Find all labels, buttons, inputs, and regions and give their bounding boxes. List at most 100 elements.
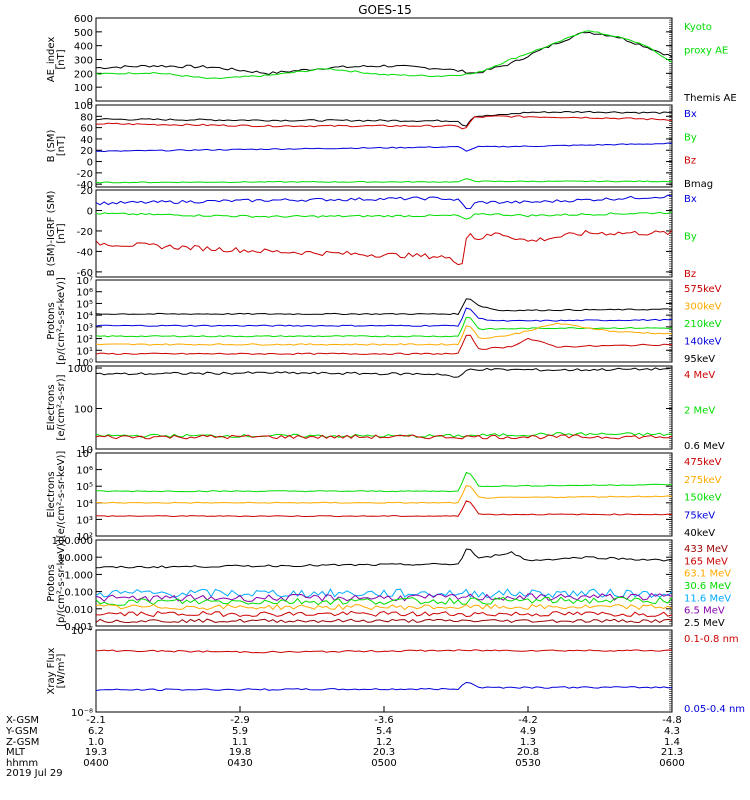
panel-frame bbox=[95, 629, 673, 713]
y-tick-label: 10⁷ bbox=[76, 276, 93, 287]
legend-entry: 475keV bbox=[684, 457, 722, 468]
x-row-label: 2019 Jul 29 bbox=[6, 768, 63, 779]
y-axis-label: Xray Flux bbox=[46, 647, 57, 694]
x-tick-value: 1.4 bbox=[664, 737, 680, 748]
series-433-mev bbox=[95, 618, 673, 624]
panel-frame bbox=[95, 452, 673, 537]
legend-entry: 4 MeV bbox=[684, 370, 715, 381]
legend-entry: Kyoto bbox=[684, 22, 712, 33]
series-165-mev bbox=[95, 610, 673, 618]
y-tick-label: 0 bbox=[87, 206, 93, 217]
y-tick-label: 100 bbox=[74, 83, 93, 94]
x-row-label: Y-GSM bbox=[5, 726, 38, 737]
y-tick-label: 10³ bbox=[76, 323, 93, 334]
legend-entry: 433 MeV bbox=[684, 544, 728, 555]
x-tick-value: 0430 bbox=[227, 758, 252, 769]
x-row-label: X-GSM bbox=[6, 715, 39, 726]
y-tick-label: 80 bbox=[80, 112, 93, 123]
panel-frame bbox=[95, 17, 673, 102]
legend-entry: 30.6 MeV bbox=[684, 581, 731, 592]
panel-xray: 10⁻⁸ 10⁻⁷ Xray Flux [W/m²] 0.1-0.8 nm 0.05-0.… bbox=[46, 626, 745, 719]
series-bx bbox=[95, 194, 673, 210]
series-11-6-mev bbox=[95, 588, 673, 599]
legend-entry: 63.1 MeV bbox=[684, 569, 731, 580]
x-tick-value: -2.9 bbox=[230, 715, 250, 726]
series-kyoto-proxy-ae bbox=[95, 30, 673, 80]
y-tick-label: 200 bbox=[74, 69, 93, 80]
panel-ae: 0 100 200 300 400 500 600 AE_index [nT] Kyoto prox… bbox=[46, 14, 737, 108]
x-tick-value: 6.2 bbox=[88, 726, 104, 737]
panel-frame bbox=[95, 539, 673, 627]
y-tick-label: 10³ bbox=[76, 515, 93, 526]
series-2-5-mev bbox=[95, 548, 673, 569]
series-95kev bbox=[95, 298, 673, 316]
x-tick-value: 1.3 bbox=[520, 737, 536, 748]
legend-entry: 0.1-0.8 nm bbox=[684, 634, 739, 645]
series-by bbox=[95, 178, 673, 184]
series-bmag bbox=[95, 110, 673, 127]
y-axis-label: [nT] bbox=[56, 136, 67, 156]
series-6-5-mev bbox=[95, 592, 673, 603]
x-tick-value: 1.2 bbox=[376, 737, 392, 748]
x-tick-value: 4.3 bbox=[664, 726, 680, 737]
legend-entry: 0.6 MeV bbox=[684, 441, 725, 452]
legend-entry: 2.5 MeV bbox=[684, 618, 725, 629]
legend-entry: 95keV bbox=[684, 354, 715, 365]
y-tick-label: 0.010 bbox=[64, 605, 93, 616]
x-tick-value: -4.8 bbox=[662, 715, 682, 726]
y-tick-label: 10⁷ bbox=[76, 449, 93, 460]
panel-frame bbox=[95, 279, 673, 363]
y-tick-label: 10⁴ bbox=[76, 499, 93, 510]
y-tick-label: -20 bbox=[77, 227, 93, 238]
y-axis-label: [W/m²] bbox=[56, 653, 67, 688]
y-tick-label: 40 bbox=[80, 135, 93, 146]
x-tick-value: -4.2 bbox=[518, 715, 538, 726]
series-63-1-mev bbox=[95, 603, 673, 611]
y-tick-label: 10² bbox=[76, 335, 93, 346]
y-tick-label: 400 bbox=[74, 42, 93, 53]
series-bz bbox=[96, 115, 672, 130]
legend-entry: By bbox=[684, 132, 697, 143]
y-tick-label: 10 bbox=[80, 445, 93, 456]
y-tick-label: 10² bbox=[76, 532, 93, 543]
y-tick-label: 0.001 bbox=[64, 622, 93, 633]
x-tick-value: 0400 bbox=[83, 758, 108, 769]
series-0-1-0-8-nm bbox=[95, 649, 673, 654]
legend-entry: 11.6 MeV bbox=[684, 593, 731, 604]
x-tick-value: 0500 bbox=[371, 758, 396, 769]
legend-entry: 210keV bbox=[684, 319, 722, 330]
y-tick-label: 300 bbox=[74, 56, 93, 67]
y-axis-label: B (SM) bbox=[46, 129, 57, 162]
series-0-6-mev bbox=[95, 367, 673, 378]
y-axis-label: [p/(cm²-s-sr-keV)] bbox=[56, 539, 67, 627]
series-4-mev bbox=[95, 434, 673, 440]
y-tick-label: 0 bbox=[87, 97, 93, 108]
x-tick-value: 20.3 bbox=[373, 747, 395, 758]
panel-frame bbox=[95, 189, 673, 278]
legend-entry: 0.05-0.4 nm bbox=[684, 704, 745, 715]
y-tick-label: 10⁻⁸ bbox=[71, 708, 93, 719]
y-tick-label: 10⁶ bbox=[76, 466, 93, 477]
y-tick-label: 10⁵ bbox=[76, 482, 93, 493]
legend-entry: 2 MeV bbox=[684, 406, 715, 417]
x-tick-value: -2.1 bbox=[86, 715, 106, 726]
x-tick-value: 19.3 bbox=[85, 747, 107, 758]
legend-entry: Bx bbox=[684, 109, 697, 120]
y-tick-label: -40 bbox=[77, 180, 93, 191]
panel-bigrf: -60 -40 -20 0 20 B (SM)-IGRF (SM) [nT] Bx By Bz bbox=[46, 186, 697, 280]
legend-entry: Bz bbox=[684, 269, 696, 280]
y-tick-label: 0 bbox=[87, 158, 93, 169]
x-tick-value: 0600 bbox=[659, 758, 684, 769]
panel-elec1: 10 100 1000 Electrons [e/(cm²-s-sr)] 4 MeV 2 M… bbox=[46, 364, 725, 456]
series-by bbox=[95, 211, 673, 220]
legend-entry: 150keV bbox=[684, 493, 722, 504]
x-tick-value: 20.8 bbox=[517, 747, 539, 758]
legend-entry: 75keV bbox=[684, 510, 715, 521]
y-axis-label: [e/(cm²-s-sr)] bbox=[56, 374, 67, 440]
legend-entry: Themis AE bbox=[683, 93, 737, 104]
series-0-05-0-4-nm bbox=[95, 681, 673, 692]
x-tick-value: 0530 bbox=[515, 758, 540, 769]
